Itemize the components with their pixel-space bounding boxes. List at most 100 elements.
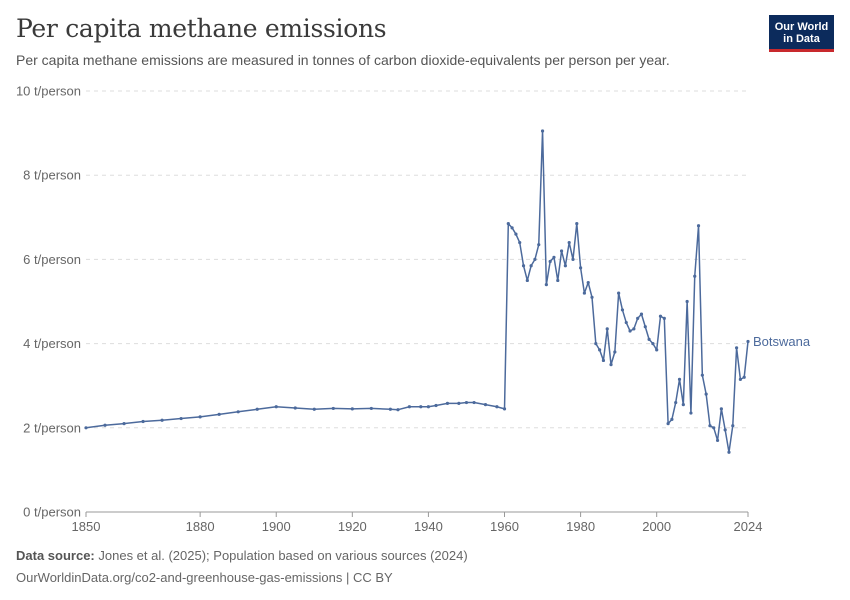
x-tick-label: 1980 (566, 519, 595, 534)
data-point (483, 403, 488, 407)
chart-subtitle: Per capita methane emissions are measure… (16, 52, 670, 68)
data-point (708, 424, 712, 428)
axis-layer: 0 t/person 2 t/person 4 t/person 6 t/person… (16, 84, 763, 535)
grid-layer (86, 90, 748, 429)
data-point (548, 259, 552, 264)
y-tick-label: 6 t/person (23, 252, 81, 267)
y-tick-label: 10 t/person (16, 84, 81, 99)
data-point (160, 418, 164, 422)
data-point (198, 415, 202, 419)
data-point (598, 348, 602, 352)
data-point (141, 419, 145, 424)
x-tick-label: 1900 (262, 519, 291, 534)
data-point (594, 342, 598, 346)
data-point (407, 405, 411, 409)
data-point (495, 405, 499, 409)
data-point (525, 278, 529, 283)
data-point (700, 373, 704, 377)
data-point (217, 412, 221, 416)
x-tick-label: 1940 (414, 519, 443, 534)
data-point (582, 291, 587, 295)
x-tick-label: 2000 (642, 519, 671, 534)
data-point (84, 426, 88, 430)
data-point (537, 243, 541, 247)
data-point (255, 407, 259, 411)
data-point (624, 320, 628, 325)
data-point (552, 255, 556, 259)
logo-line-2: in Data (783, 33, 820, 45)
data-point (677, 377, 682, 381)
data-point (312, 407, 316, 411)
data-point (734, 346, 739, 350)
data-point (643, 325, 647, 329)
data-point (689, 411, 693, 415)
data-point (502, 407, 507, 411)
data-source-label: Data source: (16, 548, 95, 563)
x-tick-label: 1960 (490, 519, 519, 534)
data-point (605, 327, 609, 331)
x-tick-label: 1850 (72, 519, 101, 534)
data-point (274, 405, 278, 409)
data-point (388, 407, 392, 411)
data-point (434, 403, 438, 408)
data-point (540, 129, 545, 133)
data-point (712, 426, 716, 430)
data-point (559, 249, 564, 253)
data-point (723, 428, 727, 432)
data-point (571, 257, 575, 261)
data-point (647, 337, 651, 341)
data-point (179, 416, 183, 421)
data-point (601, 358, 606, 363)
y-tick-label: 8 t/person (23, 168, 81, 183)
data-point (369, 406, 373, 411)
data-point (533, 257, 537, 261)
data-point (464, 400, 469, 405)
data-point (590, 295, 594, 299)
data-point (122, 421, 126, 426)
data-point (529, 264, 533, 268)
data-point (563, 264, 567, 268)
data-point (457, 401, 461, 405)
data-point (655, 348, 659, 352)
series-line-botswana (85, 130, 749, 453)
owid-logo[interactable]: Our World in Data (769, 15, 834, 52)
data-point (510, 226, 514, 230)
data-point (617, 291, 621, 295)
data-point (746, 339, 750, 344)
y-tick-label: 2 t/person (23, 420, 81, 435)
data-point (681, 403, 685, 407)
chart-title: Per capita methane emissions (16, 14, 387, 43)
data-point (628, 329, 632, 333)
data-point (674, 400, 678, 405)
data-source-text[interactable]: Jones et al. (2025); Population based on… (98, 548, 468, 563)
data-point (666, 421, 670, 426)
data-point (738, 377, 742, 381)
data-point (636, 316, 640, 320)
data-point (651, 342, 655, 346)
data-point (639, 312, 644, 316)
data-point (506, 222, 510, 226)
data-point (544, 283, 548, 287)
logo-line-1: Our World (774, 21, 829, 33)
y-tick-label: 4 t/person (23, 336, 81, 351)
data-point (518, 240, 522, 245)
data-point (350, 407, 354, 411)
series-layer: Botswana (84, 129, 811, 454)
data-point (715, 438, 720, 443)
data-point (445, 401, 450, 405)
data-point (662, 316, 666, 320)
data-point (396, 408, 400, 412)
data-source: Data source: Jones et al. (2025); Popula… (16, 548, 468, 563)
data-point (521, 264, 526, 268)
data-point (575, 222, 579, 226)
data-point (658, 314, 663, 318)
source-url[interactable]: OurWorldinData.org/co2-and-greenhouse-ga… (16, 570, 393, 585)
data-point (696, 224, 701, 228)
data-point (331, 406, 335, 411)
data-point (731, 424, 735, 428)
data-point (704, 392, 708, 396)
series-label-botswana: Botswana (753, 334, 811, 349)
x-tick-label: 1880 (186, 519, 215, 534)
x-tick-label: 1920 (338, 519, 367, 534)
